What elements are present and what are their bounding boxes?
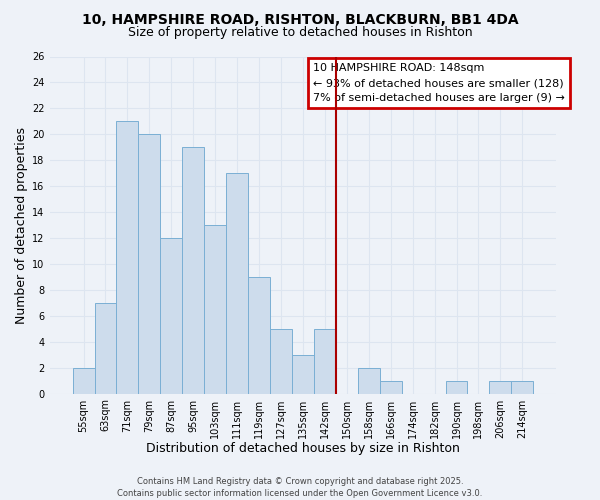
- Bar: [160, 238, 182, 394]
- Bar: [358, 368, 380, 394]
- Text: 10 HAMPSHIRE ROAD: 148sqm
← 93% of detached houses are smaller (128)
7% of semi-: 10 HAMPSHIRE ROAD: 148sqm ← 93% of detac…: [313, 63, 565, 103]
- Bar: [446, 380, 467, 394]
- Bar: [490, 380, 511, 394]
- Bar: [270, 329, 292, 394]
- Bar: [95, 303, 116, 394]
- Bar: [73, 368, 95, 394]
- Bar: [248, 277, 270, 394]
- Bar: [314, 329, 336, 394]
- Bar: [380, 380, 401, 394]
- Bar: [292, 354, 314, 394]
- Bar: [139, 134, 160, 394]
- Text: Size of property relative to detached houses in Rishton: Size of property relative to detached ho…: [128, 26, 472, 39]
- Bar: [116, 122, 139, 394]
- Bar: [182, 148, 204, 394]
- Bar: [511, 380, 533, 394]
- Y-axis label: Number of detached properties: Number of detached properties: [15, 126, 28, 324]
- Bar: [204, 225, 226, 394]
- Bar: [226, 173, 248, 394]
- Text: Contains HM Land Registry data © Crown copyright and database right 2025.
Contai: Contains HM Land Registry data © Crown c…: [118, 476, 482, 498]
- X-axis label: Distribution of detached houses by size in Rishton: Distribution of detached houses by size …: [146, 442, 460, 455]
- Text: 10, HAMPSHIRE ROAD, RISHTON, BLACKBURN, BB1 4DA: 10, HAMPSHIRE ROAD, RISHTON, BLACKBURN, …: [82, 12, 518, 26]
